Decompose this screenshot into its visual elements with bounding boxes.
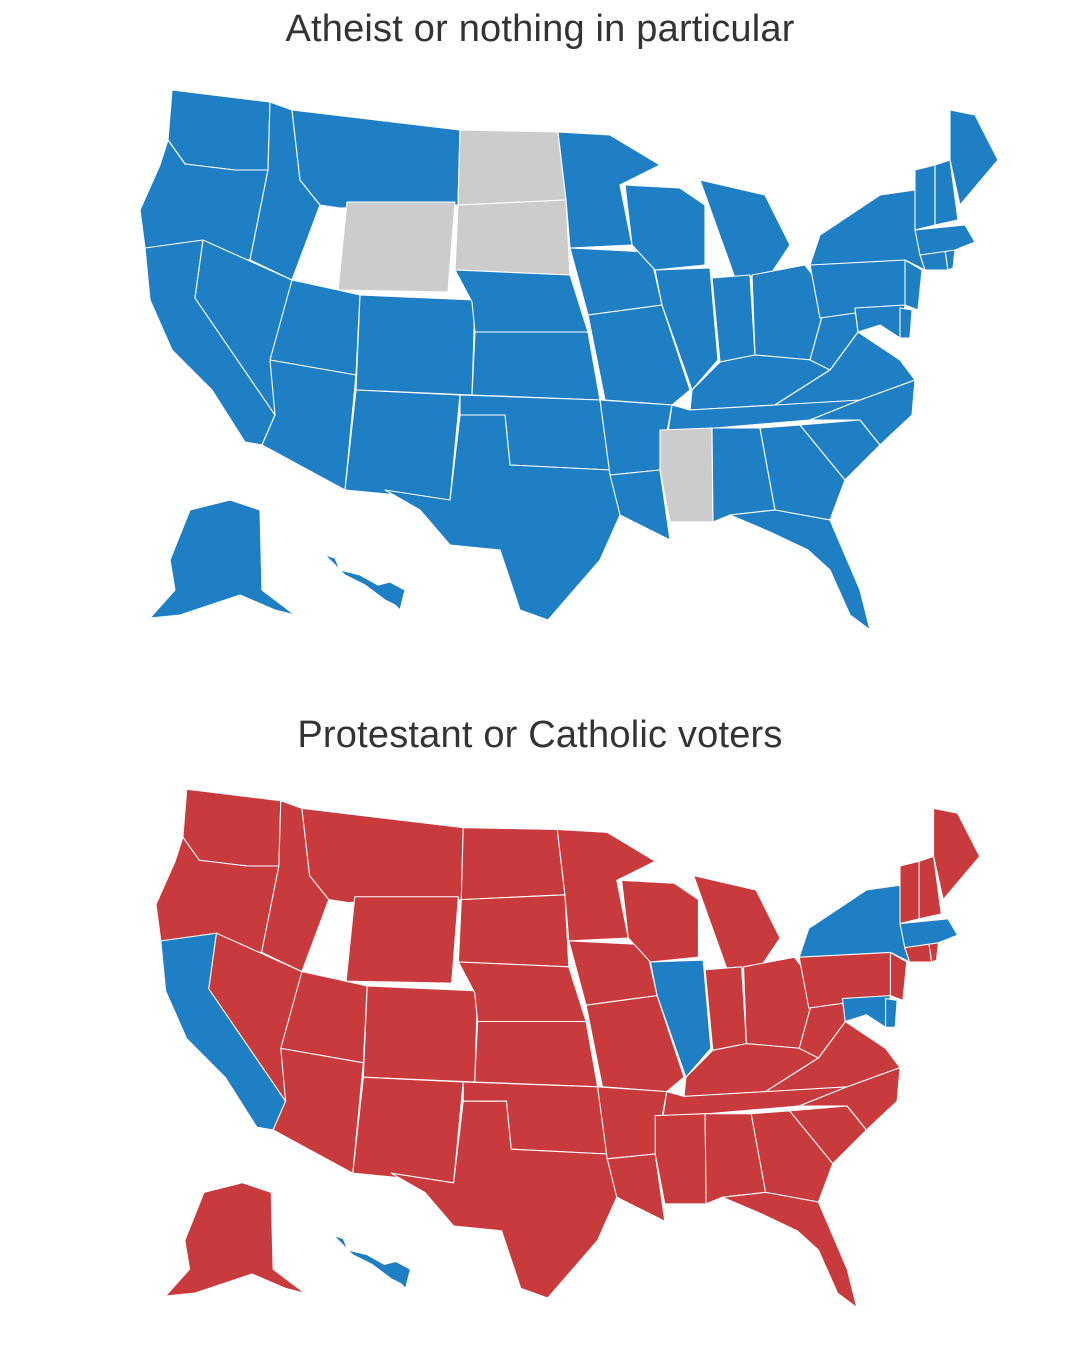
state-mo <box>587 304 691 406</box>
state-nj <box>904 259 923 311</box>
state-ny <box>798 884 911 963</box>
state-ne <box>454 269 589 333</box>
state-nh <box>918 855 942 920</box>
state-ks <box>474 1020 599 1088</box>
state-tx <box>390 1100 618 1299</box>
state-nm <box>344 389 461 501</box>
state-fl <box>729 509 871 631</box>
state-mn <box>557 131 661 249</box>
state-co <box>355 294 476 396</box>
state-wi <box>624 184 706 271</box>
state-co <box>362 985 479 1083</box>
state-mn <box>556 828 656 942</box>
state-wa <box>182 788 282 867</box>
state-sd <box>457 894 570 968</box>
state-az <box>261 359 357 491</box>
state-ga <box>750 1110 834 1203</box>
state-mt <box>291 109 461 209</box>
state-hi <box>324 554 406 611</box>
state-ms <box>654 1113 707 1205</box>
state-nh <box>934 159 959 226</box>
state-mi <box>693 875 781 971</box>
state-mo <box>585 995 685 1093</box>
state-wa <box>167 89 271 171</box>
state-vt <box>914 164 936 231</box>
state-ma <box>914 224 976 256</box>
state-hi <box>333 1235 411 1289</box>
state-tx <box>384 414 621 621</box>
state-wy <box>337 201 456 293</box>
state-fl <box>721 1191 858 1309</box>
state-sd <box>454 199 571 276</box>
state-la <box>606 1153 666 1222</box>
state-il <box>654 267 719 391</box>
state-me <box>933 807 981 901</box>
us-states-map <box>155 788 981 1309</box>
state-vt <box>899 860 920 925</box>
state-nd <box>457 129 567 206</box>
state-mi <box>699 179 791 279</box>
state-nd <box>460 827 566 901</box>
state-ga <box>759 424 846 521</box>
state-il <box>649 959 712 1078</box>
us-states-map <box>139 89 999 631</box>
state-la <box>609 469 671 541</box>
state-ak <box>149 499 296 619</box>
state-de <box>899 307 913 339</box>
state-az <box>272 1047 364 1174</box>
map-panel-protestant-catholic: Protestant or Catholic voters <box>0 690 1080 1346</box>
state-mt <box>301 807 464 904</box>
state-md <box>841 995 891 1028</box>
state-ms <box>659 427 714 523</box>
state-wi <box>621 879 699 963</box>
map-title: Atheist or nothing in particular <box>285 8 795 50</box>
state-md <box>854 304 906 339</box>
state-ma <box>899 918 959 949</box>
state-me <box>949 109 999 206</box>
state-wy <box>345 896 459 984</box>
state-in <box>704 966 747 1051</box>
map-panel-atheist: Atheist or nothing in particular <box>0 0 1080 670</box>
state-de <box>885 997 898 1028</box>
state-nj <box>889 951 908 1001</box>
state-ks <box>471 331 601 401</box>
state-nm <box>352 1076 464 1184</box>
state-ak <box>165 1182 306 1297</box>
state-ny <box>809 189 926 271</box>
state-in <box>711 274 756 363</box>
map-title: Protestant or Catholic voters <box>297 714 783 756</box>
state-ne <box>457 961 587 1023</box>
